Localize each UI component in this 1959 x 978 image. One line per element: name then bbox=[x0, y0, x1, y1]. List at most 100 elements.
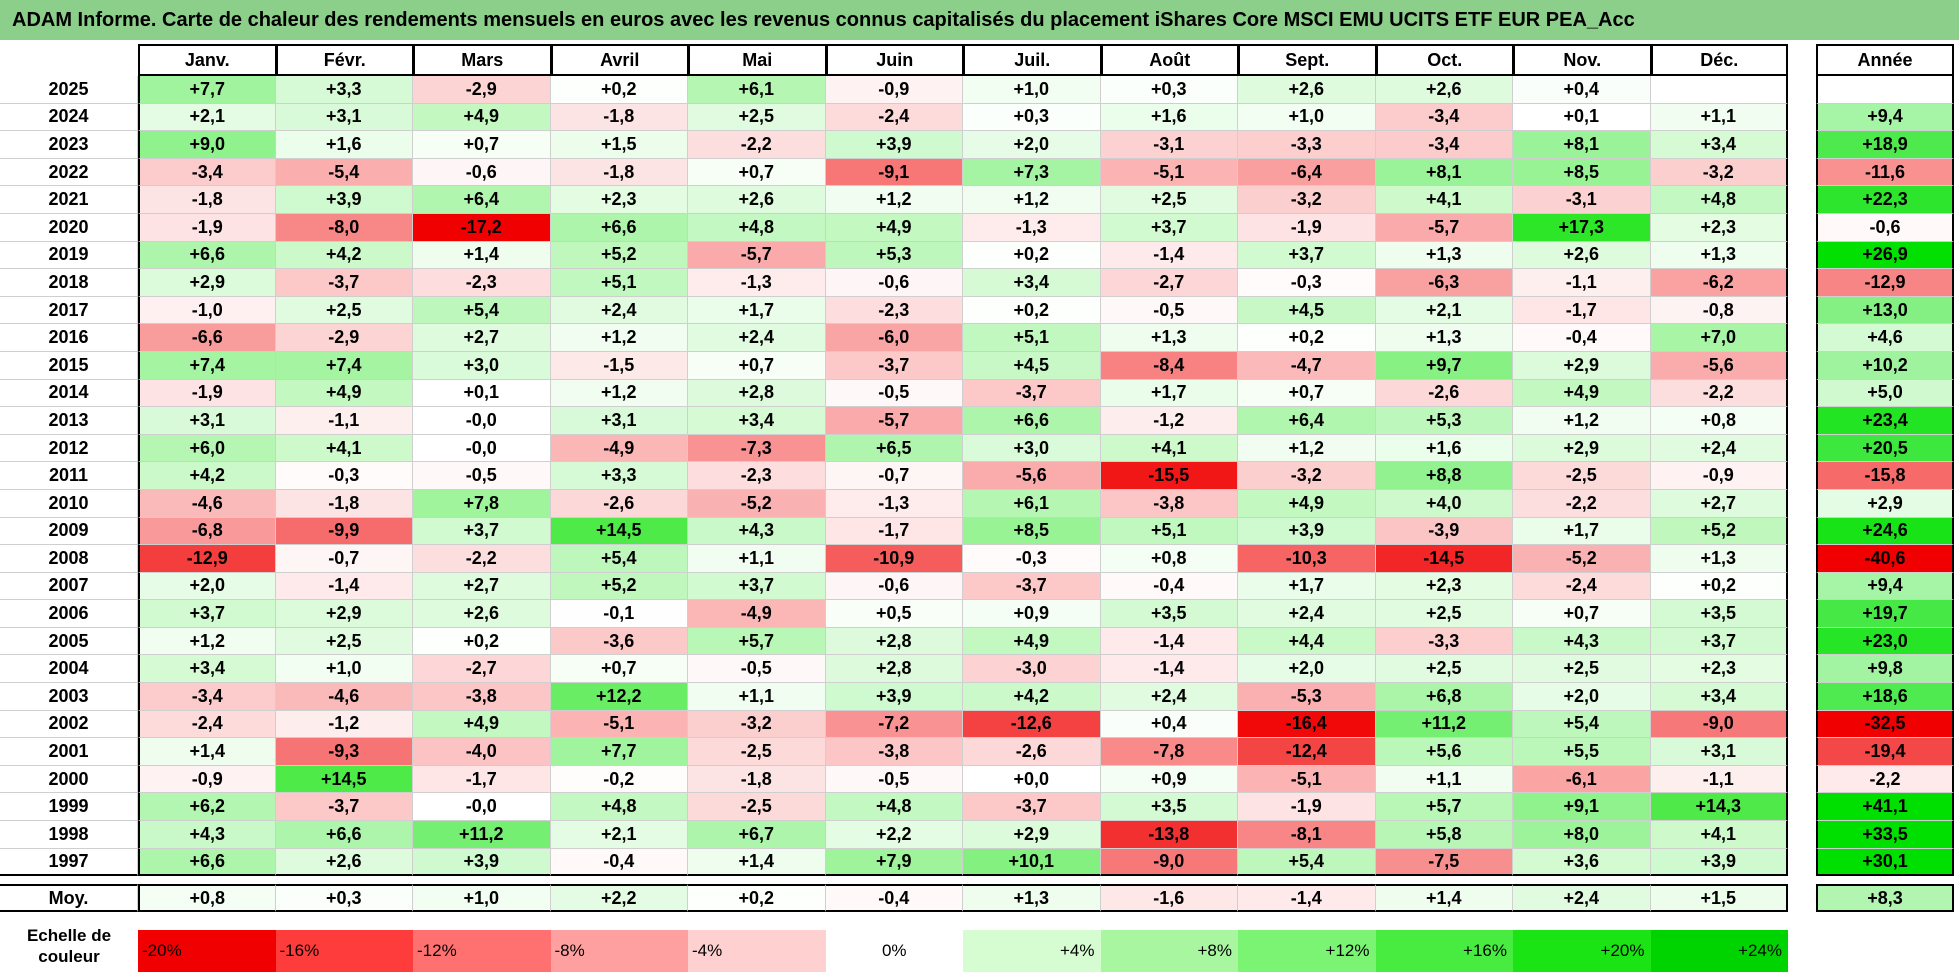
heatmap-cell: +0,3 bbox=[1100, 76, 1238, 104]
annual-cell: -12,9 bbox=[1816, 269, 1954, 297]
gap bbox=[826, 876, 964, 884]
year-label: 2006 bbox=[0, 600, 138, 628]
year-label: 2017 bbox=[0, 296, 138, 325]
year-label: 2015 bbox=[0, 351, 138, 380]
annual-cell: +2,9 bbox=[1816, 489, 1954, 518]
gap bbox=[1238, 876, 1376, 884]
year-label: 2016 bbox=[0, 324, 138, 352]
heatmap-cell: -10,9 bbox=[825, 545, 963, 573]
color-scale-step: -4% bbox=[688, 930, 826, 973]
heatmap-cell: +6,4 bbox=[413, 186, 551, 214]
heatmap-cell: -2,2 bbox=[413, 545, 551, 573]
heatmap-cell: +3,9 bbox=[825, 683, 963, 711]
heatmap-cell: -1,1 bbox=[275, 407, 413, 435]
heatmap-cell: +8,1 bbox=[1375, 158, 1513, 187]
heatmap-cell: +8,5 bbox=[963, 517, 1101, 546]
year-label: 2005 bbox=[0, 627, 138, 656]
average-cell: +2,4 bbox=[1513, 884, 1651, 913]
heatmap-cell: -1,9 bbox=[1238, 793, 1376, 822]
gap bbox=[1238, 912, 1376, 920]
heatmap-cell: -3,2 bbox=[1238, 462, 1376, 490]
heatmap-cell: -0,2 bbox=[550, 765, 688, 794]
heatmap-cell: +2,5 bbox=[1513, 655, 1651, 684]
heatmap-cell: +6,2 bbox=[138, 793, 276, 822]
heatmap-cell: -5,2 bbox=[1513, 545, 1651, 573]
gap bbox=[963, 876, 1101, 884]
average-cell: +1,5 bbox=[1650, 884, 1788, 913]
heatmap-cell: -2,2 bbox=[1650, 379, 1788, 408]
heatmap-cell: +6,1 bbox=[963, 489, 1101, 518]
heatmap-cell: -1,0 bbox=[138, 296, 276, 325]
heatmap-cell: +4,9 bbox=[1513, 379, 1651, 408]
heatmap-cell: +2,9 bbox=[1513, 351, 1651, 380]
heatmap-cell: +4,3 bbox=[138, 821, 276, 849]
heatmap-cell: -0,3 bbox=[963, 545, 1101, 573]
heatmap-cell: +8,1 bbox=[1513, 131, 1651, 159]
annual-cell: +9,4 bbox=[1816, 572, 1954, 601]
spacer bbox=[1788, 518, 1816, 546]
annual-cell: +26,9 bbox=[1816, 241, 1954, 270]
month-header: Juin bbox=[825, 44, 963, 76]
heatmap-cell: +5,8 bbox=[1375, 821, 1513, 849]
heatmap-cell: +3,4 bbox=[138, 655, 276, 684]
spacer bbox=[1788, 628, 1816, 656]
heatmap-cell: +0,7 bbox=[688, 351, 826, 380]
heatmap-cell: +4,8 bbox=[550, 793, 688, 822]
heatmap-cell: +7,7 bbox=[138, 76, 276, 104]
heatmap-cell: +3,5 bbox=[1100, 600, 1238, 628]
heatmap-cell: +2,5 bbox=[1375, 600, 1513, 628]
heatmap-cell: +2,7 bbox=[413, 572, 551, 601]
gap bbox=[826, 912, 964, 920]
heatmap-cell: +3,9 bbox=[1650, 848, 1788, 877]
heatmap-cell: +2,4 bbox=[688, 324, 826, 352]
spacer bbox=[1788, 683, 1816, 711]
heatmap-cell: +4,9 bbox=[413, 103, 551, 132]
heatmap-cell: +1,6 bbox=[275, 131, 413, 159]
heatmap-cell: -1,7 bbox=[825, 517, 963, 546]
gap bbox=[551, 876, 689, 884]
heatmap-cell: +1,0 bbox=[275, 655, 413, 684]
heatmap-cell: +1,4 bbox=[413, 241, 551, 270]
spacer bbox=[1788, 352, 1816, 380]
color-scale-step: -20% bbox=[138, 930, 276, 973]
heatmap-cell: -1,4 bbox=[1100, 241, 1238, 270]
heatmap-cell: -1,2 bbox=[1100, 407, 1238, 435]
heatmap-cell: +6,7 bbox=[688, 821, 826, 849]
heatmap-cell: +1,2 bbox=[825, 186, 963, 214]
heatmap-cell: -2,7 bbox=[1100, 269, 1238, 297]
color-scale-step: +16% bbox=[1375, 930, 1513, 973]
annual-cell: +4,6 bbox=[1816, 324, 1954, 352]
heatmap-cell: +2,1 bbox=[550, 821, 688, 849]
heatmap-cell: +1,3 bbox=[1650, 241, 1788, 270]
heatmap-cell: +1,2 bbox=[138, 627, 276, 656]
heatmap-cell: +2,1 bbox=[1375, 296, 1513, 325]
heatmap-cell: +0,7 bbox=[413, 131, 551, 159]
spacer bbox=[1788, 131, 1816, 159]
heatmap-cell: -2,3 bbox=[825, 296, 963, 325]
heatmap-cell: +3,0 bbox=[413, 351, 551, 380]
heatmap-cell: -6,2 bbox=[1650, 269, 1788, 297]
year-label: 2014 bbox=[0, 379, 138, 408]
heatmap-cell: +1,2 bbox=[963, 186, 1101, 214]
heatmap-cell: +1,4 bbox=[138, 738, 276, 766]
heatmap-cell: +1,3 bbox=[1650, 545, 1788, 573]
month-header: Oct. bbox=[1375, 44, 1513, 76]
annual-cell: +24,6 bbox=[1816, 517, 1954, 546]
heatmap-cell: +4,8 bbox=[688, 213, 826, 242]
heatmap-cell: -1,1 bbox=[1650, 765, 1788, 794]
heatmap-cell: -2,4 bbox=[1513, 572, 1651, 601]
year-label: 2008 bbox=[0, 545, 138, 573]
year-label: 1999 bbox=[0, 793, 138, 822]
spacer bbox=[1788, 407, 1816, 435]
heatmap-cell: +3,1 bbox=[1650, 738, 1788, 766]
heatmap-cell: -0,1 bbox=[550, 600, 688, 628]
spacer bbox=[1788, 324, 1816, 352]
heatmap-cell: -0,8 bbox=[1650, 296, 1788, 325]
heatmap-cell: +1,3 bbox=[1375, 241, 1513, 270]
heatmap-cell: -0,0 bbox=[413, 434, 551, 463]
average-cell: +0,8 bbox=[138, 884, 276, 913]
year-label: 2025 bbox=[0, 76, 138, 104]
heatmap-cell: -8,1 bbox=[1238, 821, 1376, 849]
spacer bbox=[1788, 793, 1816, 821]
heatmap-cell: -9,0 bbox=[1650, 710, 1788, 739]
